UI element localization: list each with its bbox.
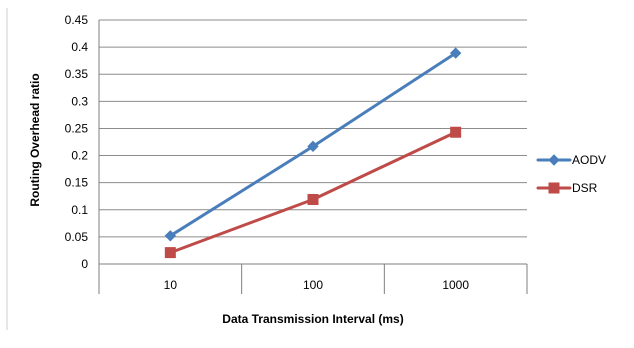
data-point-diamond <box>164 230 177 242</box>
y-tick-label: 0.2 <box>71 149 88 163</box>
x-tick-label: 10 <box>164 278 178 292</box>
data-point-diamond <box>449 47 462 59</box>
legend: AODV DSR <box>536 153 606 195</box>
y-tick-label: 0.3 <box>71 94 88 108</box>
x-tick-label: 100 <box>303 278 323 292</box>
y-tick-label: 0.35 <box>65 67 89 81</box>
tick-labels: 0 0.05 0.1 0.15 0.2 0.25 0.3 0.35 0.4 0.45 10 100 10… <box>65 13 470 292</box>
y-tick-label: 0.1 <box>71 203 88 217</box>
y-axis-title: Routing Overhead ratio <box>28 73 42 206</box>
data-point-diamond <box>548 154 560 166</box>
data-point-square <box>450 126 462 138</box>
axes <box>98 20 528 294</box>
y-tick-label: 0.45 <box>65 13 89 27</box>
y-tick-label: 0.25 <box>65 121 89 135</box>
y-tick-label: 0.15 <box>65 176 89 190</box>
data-point-square <box>548 182 560 194</box>
series-lines <box>164 47 462 259</box>
y-tick-label: 0 <box>81 257 88 271</box>
y-tick-label: 0.4 <box>71 40 88 54</box>
data-point-square <box>164 247 176 259</box>
legend-label-dsr: DSR <box>572 181 598 195</box>
legend-label-aodv: AODV <box>572 153 606 167</box>
x-tick-label: 1000 <box>442 278 469 292</box>
data-point-diamond <box>307 140 319 153</box>
y-tick-label: 0.05 <box>65 230 89 244</box>
data-point-square <box>307 193 319 205</box>
x-axis-title: Data Transmission Interval (ms) <box>222 312 403 326</box>
